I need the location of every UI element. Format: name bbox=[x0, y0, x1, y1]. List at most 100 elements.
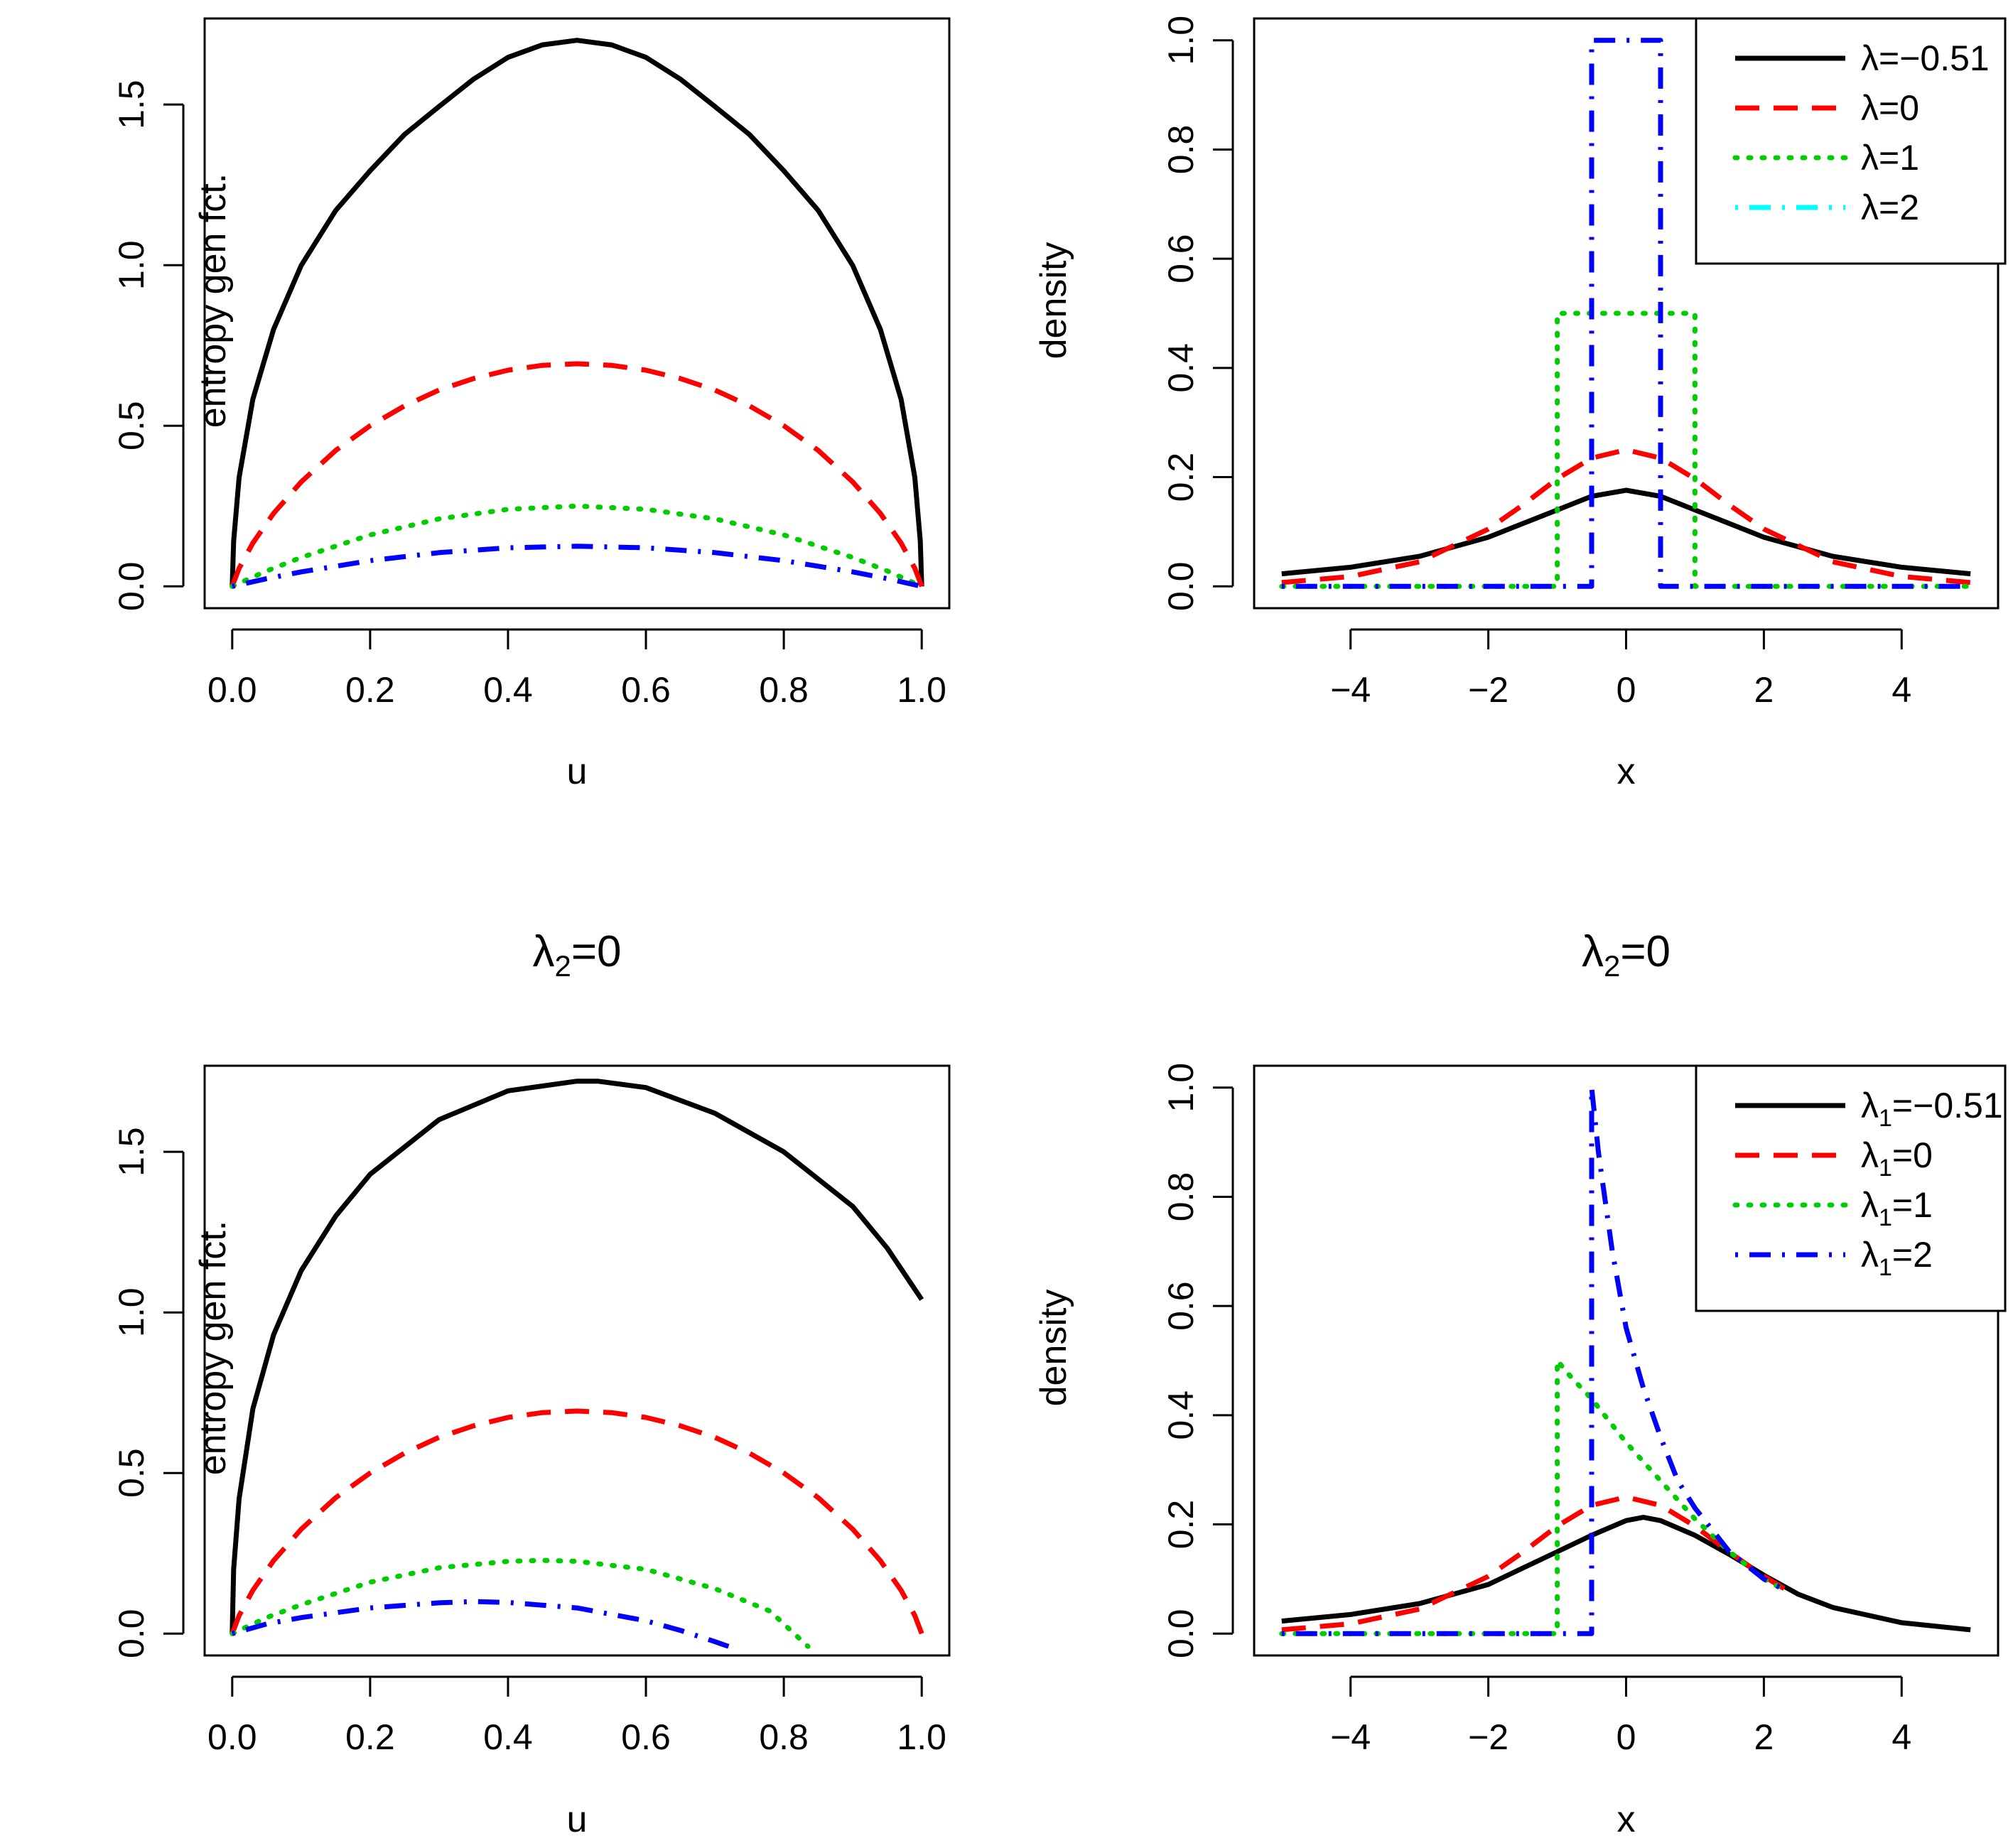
series-group bbox=[230, 1079, 924, 1649]
y-tick-label: 0.2 bbox=[1161, 453, 1201, 502]
title-subscript: 2 bbox=[1604, 949, 1620, 983]
legend-subscript: 1 bbox=[1879, 1204, 1892, 1231]
y-axis-label: entropy gen fct. bbox=[193, 173, 234, 428]
x-tick-label: 0.8 bbox=[759, 670, 809, 710]
series-group bbox=[1279, 38, 1973, 589]
chart-title: λ2=0 bbox=[532, 927, 621, 983]
y-tick-label: 1.5 bbox=[112, 1127, 151, 1177]
series-line-blue-dotdash bbox=[231, 1599, 730, 1649]
series-line-red-dashed bbox=[1281, 447, 1971, 585]
x-tick-label: −2 bbox=[1468, 670, 1509, 710]
series-line-black-solid bbox=[230, 38, 924, 587]
legend-rest: =0 bbox=[1892, 1135, 1933, 1175]
legend-rest: =2 bbox=[1892, 1235, 1933, 1275]
legend-subscript: 1 bbox=[1879, 1155, 1892, 1182]
legend-lambda: λ bbox=[1861, 1235, 1879, 1275]
series-line-green-dotted bbox=[1279, 310, 1973, 589]
x-tick-label: 0.4 bbox=[483, 1717, 533, 1757]
x-tick-label: 4 bbox=[1891, 1717, 1911, 1757]
y-tick-label: 0.2 bbox=[1161, 1500, 1201, 1550]
x-tick-label: 0.6 bbox=[621, 670, 671, 710]
y-tick-label: 0.4 bbox=[1161, 1390, 1201, 1440]
x-axis-label: x bbox=[1617, 751, 1636, 792]
x-tick-label: 0.4 bbox=[483, 670, 533, 710]
plot-frame bbox=[203, 1064, 951, 1657]
y-tick-label: 1.0 bbox=[112, 1287, 151, 1337]
plot-frame bbox=[1253, 17, 1999, 610]
legend-label: λ1=1 bbox=[1861, 1185, 1933, 1231]
legend-lambda: λ bbox=[1861, 1185, 1879, 1225]
series-line-green-dotted bbox=[230, 503, 924, 589]
chart-title: λ2=0 bbox=[1582, 927, 1671, 983]
x-axis-label: x bbox=[1617, 1799, 1636, 1840]
series-line-red-dashed bbox=[230, 361, 924, 588]
y-tick-label: 0.5 bbox=[112, 401, 151, 450]
legend-label: λ=1 bbox=[1861, 138, 1919, 178]
title-subscript: 2 bbox=[554, 949, 571, 983]
x-tick-label: 0.6 bbox=[621, 1717, 671, 1757]
y-tick-label: 1.0 bbox=[1161, 1063, 1201, 1113]
x-tick-label: 0.2 bbox=[345, 670, 395, 710]
y-tick-label: 0.6 bbox=[1161, 1281, 1201, 1331]
legend-label: λ=−0.51 bbox=[1861, 38, 1990, 78]
x-axis-label: u bbox=[567, 751, 588, 792]
y-tick-label: 0.0 bbox=[1161, 562, 1201, 612]
x-axis-label: u bbox=[567, 1799, 588, 1840]
series-group bbox=[230, 38, 924, 589]
series-line-green-dotted bbox=[1279, 1358, 1787, 1636]
x-tick-label: −4 bbox=[1330, 670, 1371, 710]
y-tick-label: 1.5 bbox=[112, 80, 151, 129]
legend-subscript: 1 bbox=[1879, 1254, 1892, 1281]
legend-rest: =−0.51 bbox=[1892, 1086, 2003, 1125]
x-tick-label: −2 bbox=[1468, 1717, 1509, 1757]
x-tick-label: 0.0 bbox=[207, 670, 257, 710]
panel-br: −4 −2 0 2 40.00.20.40.60.81.0xdensityλ2=0λ1=… bbox=[1033, 927, 2007, 1840]
series-line-green-dotted bbox=[230, 1557, 811, 1649]
legend-label: λ1=−0.51 bbox=[1861, 1086, 2003, 1132]
legend-label: λ=2 bbox=[1861, 188, 1919, 227]
legend-subscript: 1 bbox=[1879, 1105, 1892, 1132]
series-line-red-dashed bbox=[230, 1408, 924, 1635]
panel-tl: 0.0 0.2 0.4 0.6 0.8 1.0 0.0 0.5 1.0 1.5 u entropy g… bbox=[112, 17, 951, 792]
y-tick-label: 1.0 bbox=[1161, 16, 1201, 65]
series-line-black-solid bbox=[1281, 1515, 1971, 1633]
x-tick-label: −4 bbox=[1330, 1717, 1371, 1757]
y-axis-label: density bbox=[1033, 1290, 1074, 1407]
series-line-blue-dotdash bbox=[1281, 38, 1971, 589]
series-line-blue-dotdash bbox=[1281, 1085, 1786, 1636]
x-tick-label: 1.0 bbox=[897, 670, 946, 710]
x-tick-label: 2 bbox=[1754, 1717, 1774, 1757]
y-tick-label: 0.0 bbox=[1161, 1609, 1201, 1659]
legend: λ=−0.51 λ=0 λ=1 λ=2 bbox=[1695, 17, 2007, 265]
legend-label: λ1=2 bbox=[1861, 1235, 1933, 1281]
legend-rest: =1 bbox=[1892, 1185, 1933, 1225]
y-tick-label: 0.0 bbox=[112, 1609, 151, 1659]
title-lambda: λ bbox=[532, 927, 554, 976]
x-tick-label: 4 bbox=[1891, 670, 1911, 710]
legend-label: λ1=0 bbox=[1861, 1135, 1933, 1182]
legend-lambda: λ bbox=[1861, 1135, 1879, 1175]
x-tick-label: 0.8 bbox=[759, 1717, 809, 1757]
series-line-blue-dotdash bbox=[232, 544, 922, 589]
title-rest: =0 bbox=[1620, 927, 1671, 976]
panel-tr: −4 −2 0 2 4 0.0 0.2 0.4 0.6 0.8 1.0 x density λ=−0.51… bbox=[1033, 16, 2007, 792]
plot-frame bbox=[203, 17, 951, 610]
x-tick-label: 0.2 bbox=[345, 1717, 395, 1757]
series-line-black-solid bbox=[230, 1079, 924, 1634]
y-tick-label: 0.8 bbox=[1161, 125, 1201, 175]
y-tick-label: 0.0 bbox=[112, 562, 151, 612]
x-tick-label: 0.0 bbox=[207, 1717, 257, 1757]
legend-label: λ=0 bbox=[1861, 88, 1919, 128]
series-group bbox=[1279, 1085, 1971, 1636]
title-lambda: λ bbox=[1582, 927, 1604, 976]
x-tick-label: 0 bbox=[1617, 1717, 1636, 1757]
y-tick-label: 0.8 bbox=[1161, 1172, 1201, 1222]
panel-bl: 0.0 0.2 0.4 0.6 0.8 1.0 0.0 0.5 1.0 1.5 u entropy g… bbox=[112, 927, 951, 1840]
x-tick-label: 0 bbox=[1617, 670, 1636, 710]
y-tick-label: 0.4 bbox=[1161, 343, 1201, 393]
x-tick-label: 2 bbox=[1754, 670, 1774, 710]
y-tick-label: 0.5 bbox=[112, 1448, 151, 1498]
y-tick-label: 1.0 bbox=[112, 240, 151, 290]
